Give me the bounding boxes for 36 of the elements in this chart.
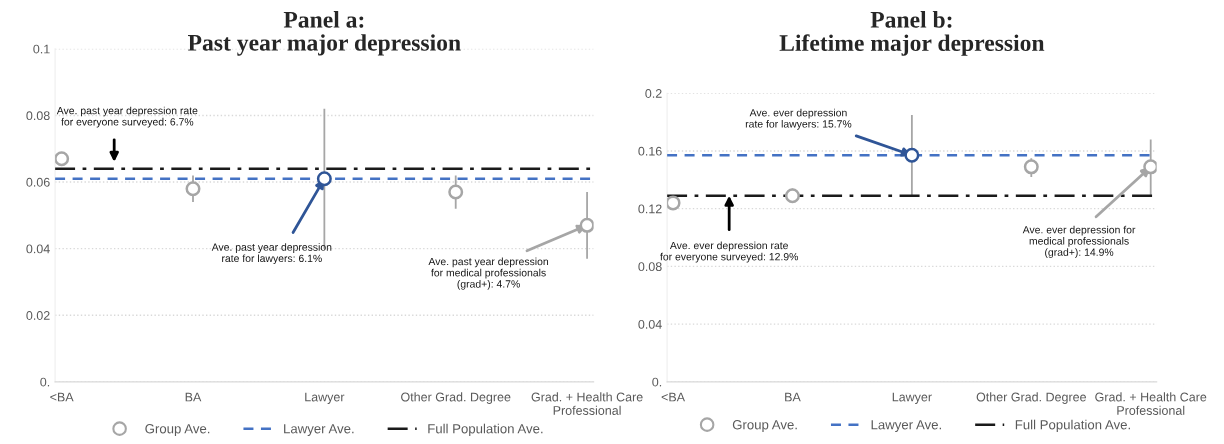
annotation: Ave. ever depression rate for everyone surveyed: 12.9% xyxy=(660,241,798,263)
y-tick-label: 0.04 xyxy=(26,244,50,254)
y-tick-label: 0.2 xyxy=(645,89,662,98)
y-tick-label: 0. xyxy=(652,377,662,387)
y-tick-label: 0.04 xyxy=(638,319,662,329)
legend-label: Group Ave. xyxy=(145,424,210,436)
y-tick-label: 0.06 xyxy=(26,177,50,187)
y-tick-label: 0.12 xyxy=(638,204,662,214)
annotation: Ave. past year depression for medical professionals (grad+): 4.7% xyxy=(428,257,549,290)
chart-title: Panel a: Past year major depression xyxy=(188,11,461,56)
legend-label: Full Population Ave. xyxy=(1015,419,1130,432)
y-tick-label: 0.08 xyxy=(638,262,662,272)
annotation: Ave. ever depression rate for lawyers: 15.7% xyxy=(745,108,852,130)
chart-title: Panel b: Lifetime major depression xyxy=(779,11,1045,56)
x-tick-label: Other Grad. Degree xyxy=(976,392,1086,404)
x-tick-label: Lawyer xyxy=(305,392,345,404)
legend-label: Full Population Ave. xyxy=(428,423,543,436)
x-tick-label: Lawyer xyxy=(892,392,932,404)
y-tick-label: 0.02 xyxy=(26,311,50,320)
annotation: Ave. past year depression rate for everyone surveyed: 6.7% xyxy=(56,106,198,128)
legend-label: Lawyer Ave. xyxy=(871,420,941,432)
x-tick-label: Grad. + Health Care Professional xyxy=(531,392,643,415)
x-tick-label: Grad. + Health Care Professional xyxy=(1095,392,1207,415)
y-tick-label: 0.08 xyxy=(26,111,50,121)
x-tick-label: <BA xyxy=(50,392,74,402)
x-tick-label: <BA xyxy=(661,392,686,402)
x-tick-label: BA xyxy=(185,392,202,402)
y-tick-label: 0.1 xyxy=(33,44,50,54)
y-tick-label: 0. xyxy=(40,377,50,387)
annotation: Ave. past year depression rate for lawyers: 6.1% xyxy=(211,243,332,265)
annotation: Ave. ever depression for medical professionals (grad+): 14.9% xyxy=(1022,225,1136,258)
x-tick-label: Other Grad. Degree xyxy=(401,392,511,404)
y-tick-label: 0.16 xyxy=(638,146,662,156)
x-tick-label: BA xyxy=(785,392,801,402)
legend-label: Lawyer Ave. xyxy=(284,424,354,436)
legend-label: Group Ave. xyxy=(732,420,797,432)
